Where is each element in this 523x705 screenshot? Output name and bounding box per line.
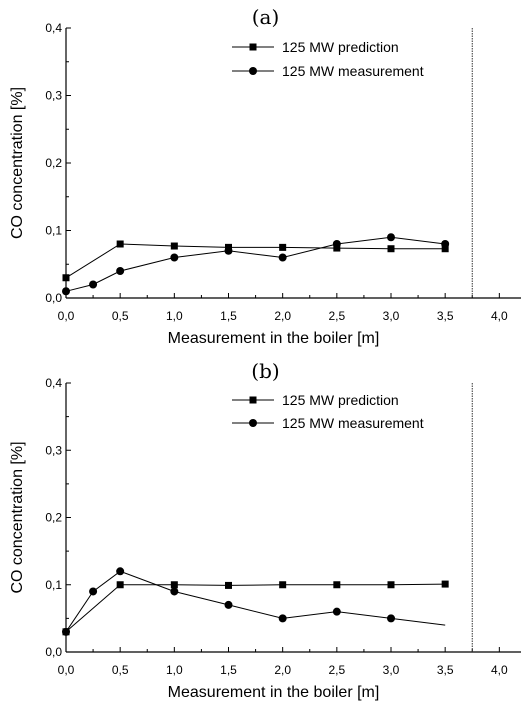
data-point-prediction bbox=[441, 580, 449, 588]
x-tick-label: 4,0 bbox=[491, 309, 508, 323]
x-tick-label: 2,5 bbox=[328, 663, 345, 677]
data-point-measurement bbox=[278, 253, 287, 262]
x-tick-label: 1,0 bbox=[166, 309, 183, 323]
data-point-measurement bbox=[224, 600, 233, 609]
x-tick-label: 0,5 bbox=[112, 663, 129, 677]
legend-marker-circle bbox=[249, 67, 257, 75]
data-point-prediction bbox=[225, 581, 232, 589]
data-point-prediction bbox=[333, 581, 341, 589]
x-tick-label: 0,0 bbox=[58, 309, 75, 323]
x-tick-label: 2,0 bbox=[274, 663, 291, 677]
data-point-measurement bbox=[116, 267, 125, 275]
data-point-measurement bbox=[89, 587, 98, 596]
x-tick-label: 3,0 bbox=[383, 309, 400, 323]
series-line-measurement bbox=[65, 570, 446, 633]
x-axis-label: Measurement in the boiler [m] bbox=[168, 684, 380, 701]
y-tick-label: 0,0 bbox=[45, 645, 62, 659]
x-tick-label: 4,0 bbox=[491, 663, 508, 677]
y-tick-label: 0,4 bbox=[45, 376, 62, 390]
data-point-measurement bbox=[170, 587, 179, 596]
data-point-measurement bbox=[441, 240, 450, 248]
y-tick-label: 0,0 bbox=[45, 291, 62, 305]
y-tick-label: 0,1 bbox=[45, 578, 62, 592]
panel-label: (a) bbox=[252, 5, 280, 29]
y-tick-label: 0,3 bbox=[45, 443, 62, 457]
y-tick-label: 0,3 bbox=[45, 89, 62, 103]
data-point-measurement bbox=[387, 614, 395, 623]
series-line-prediction bbox=[65, 583, 446, 633]
data-point-measurement bbox=[332, 240, 341, 248]
data-point-measurement bbox=[62, 287, 70, 296]
x-axis-label: Measurement in the boiler [m] bbox=[168, 330, 380, 347]
panel-label: (b) bbox=[251, 359, 279, 383]
data-point-measurement bbox=[278, 614, 287, 623]
y-tick-label: 0,1 bbox=[45, 224, 62, 238]
series-line-prediction bbox=[65, 243, 446, 279]
data-point-prediction bbox=[279, 243, 287, 251]
data-point-measurement bbox=[332, 607, 341, 616]
x-tick-label: 1,0 bbox=[166, 663, 183, 677]
data-point-prediction bbox=[116, 581, 124, 589]
x-tick-label: 3,5 bbox=[437, 309, 454, 323]
x-tick-label: 1,5 bbox=[220, 309, 237, 323]
legend-marker-square bbox=[249, 396, 257, 404]
y-tick-label: 0,4 bbox=[45, 21, 62, 35]
legend-label: 125 MW measurement bbox=[282, 63, 424, 79]
data-point-prediction bbox=[279, 581, 287, 589]
data-point-prediction bbox=[387, 581, 395, 589]
y-tick-label: 0,2 bbox=[45, 511, 62, 525]
data-point-prediction bbox=[62, 274, 70, 282]
data-point-prediction bbox=[170, 242, 178, 250]
data-point-measurement bbox=[170, 253, 179, 262]
data-point-prediction bbox=[387, 245, 395, 253]
data-point-measurement bbox=[224, 246, 233, 255]
data-point-measurement bbox=[62, 627, 70, 636]
data-point-prediction bbox=[170, 581, 178, 589]
data-point-measurement bbox=[387, 233, 395, 242]
x-tick-label: 3,5 bbox=[437, 663, 454, 677]
data-point-prediction bbox=[441, 245, 449, 253]
legend-label: 125 MW prediction bbox=[282, 39, 399, 55]
chart-panel-a: (a) 0,0 0,1 0,2 0,3 0,4 0,0 0,5 1,0 1,5 2,0 2,5 3,0 3… bbox=[9, 5, 521, 347]
data-point-prediction bbox=[116, 240, 124, 248]
data-point-measurement bbox=[116, 567, 125, 576]
legend-label: 125 MW measurement bbox=[282, 415, 424, 431]
x-tick-label: 0,5 bbox=[112, 309, 129, 323]
data-point-prediction bbox=[333, 244, 341, 252]
x-tick-label: 3,0 bbox=[383, 663, 400, 677]
legend-marker-square bbox=[249, 43, 257, 51]
y-axis-label: CO concentration [%] bbox=[9, 441, 26, 593]
chart-panel-b: (b) 0,0 0,1 0,2 0,3 0,4 0,0 0,5 1,0 1,5 2,0 2,5 3,0 3… bbox=[9, 359, 521, 701]
x-tick-label: 2,5 bbox=[328, 309, 345, 323]
x-tick-label: 1,5 bbox=[220, 663, 237, 677]
x-tick-label: 2,0 bbox=[274, 309, 291, 323]
y-axis-label: CO concentration [%] bbox=[9, 87, 26, 239]
legend-label: 125 MW prediction bbox=[282, 392, 399, 408]
legend-marker-circle bbox=[249, 419, 257, 427]
x-tick-label: 0,0 bbox=[58, 663, 75, 677]
data-point-measurement bbox=[89, 280, 98, 289]
y-tick-label: 0,2 bbox=[45, 156, 62, 170]
